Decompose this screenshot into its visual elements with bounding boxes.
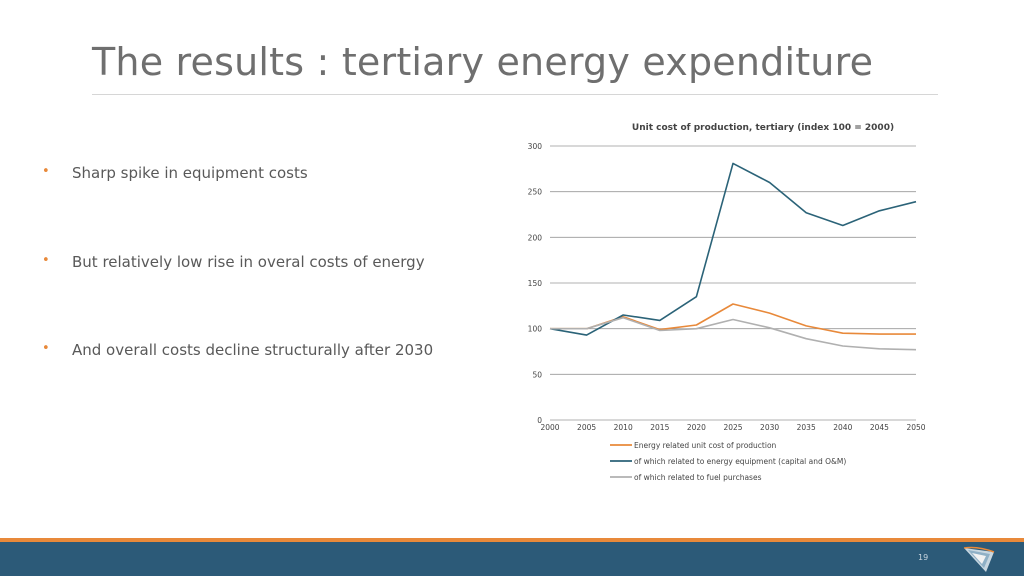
footer-bar: [0, 542, 1024, 576]
y-tick-label: 0: [537, 416, 542, 425]
x-tick-label: 2050: [906, 423, 925, 432]
bullet-marker: •: [42, 164, 50, 179]
legend-label: of which related to fuel purchases: [634, 473, 762, 482]
x-tick-label: 2000: [540, 423, 559, 432]
x-tick-label: 2040: [833, 423, 852, 432]
series-line: [550, 316, 917, 351]
series-line: [549, 162, 917, 336]
line-chart: Unit cost of production, tertiary (index…: [528, 123, 926, 482]
y-tick-label: 250: [528, 188, 543, 197]
x-tick-label: 2010: [614, 423, 633, 432]
y-tick-label: 100: [528, 325, 543, 334]
legend-label: Energy related unit cost of production: [634, 441, 777, 450]
bullet-marker: •: [42, 341, 50, 356]
x-tick-label: 2035: [797, 423, 816, 432]
y-tick-label: 150: [528, 279, 543, 288]
y-tick-label: 300: [528, 142, 543, 151]
y-tick-label: 50: [532, 370, 542, 379]
bullet-text: Sharp spike in equipment costs: [72, 164, 308, 182]
chart-title: Unit cost of production, tertiary (index…: [632, 123, 894, 133]
slide-title: The results : tertiary energy expenditur…: [92, 40, 874, 84]
x-tick-label: 2030: [760, 423, 779, 432]
company-logo-icon: [963, 546, 995, 572]
x-tick-label: 2025: [723, 423, 742, 432]
page-number: 19: [918, 553, 929, 562]
x-tick-label: 2020: [687, 423, 706, 432]
footer-accent-bar: [0, 538, 1024, 542]
bullet-text: But relatively low rise in overal costs …: [72, 253, 425, 271]
bullet-marker: •: [42, 253, 50, 268]
x-tick-label: 2045: [870, 423, 889, 432]
y-tick-label: 200: [528, 233, 543, 242]
x-tick-label: 2005: [577, 423, 596, 432]
bullet-text: And overall costs decline structurally a…: [72, 341, 434, 359]
legend-label: of which related to energy equipment (ca…: [634, 457, 846, 466]
x-tick-label: 2015: [650, 423, 669, 432]
title-divider: [92, 94, 938, 95]
